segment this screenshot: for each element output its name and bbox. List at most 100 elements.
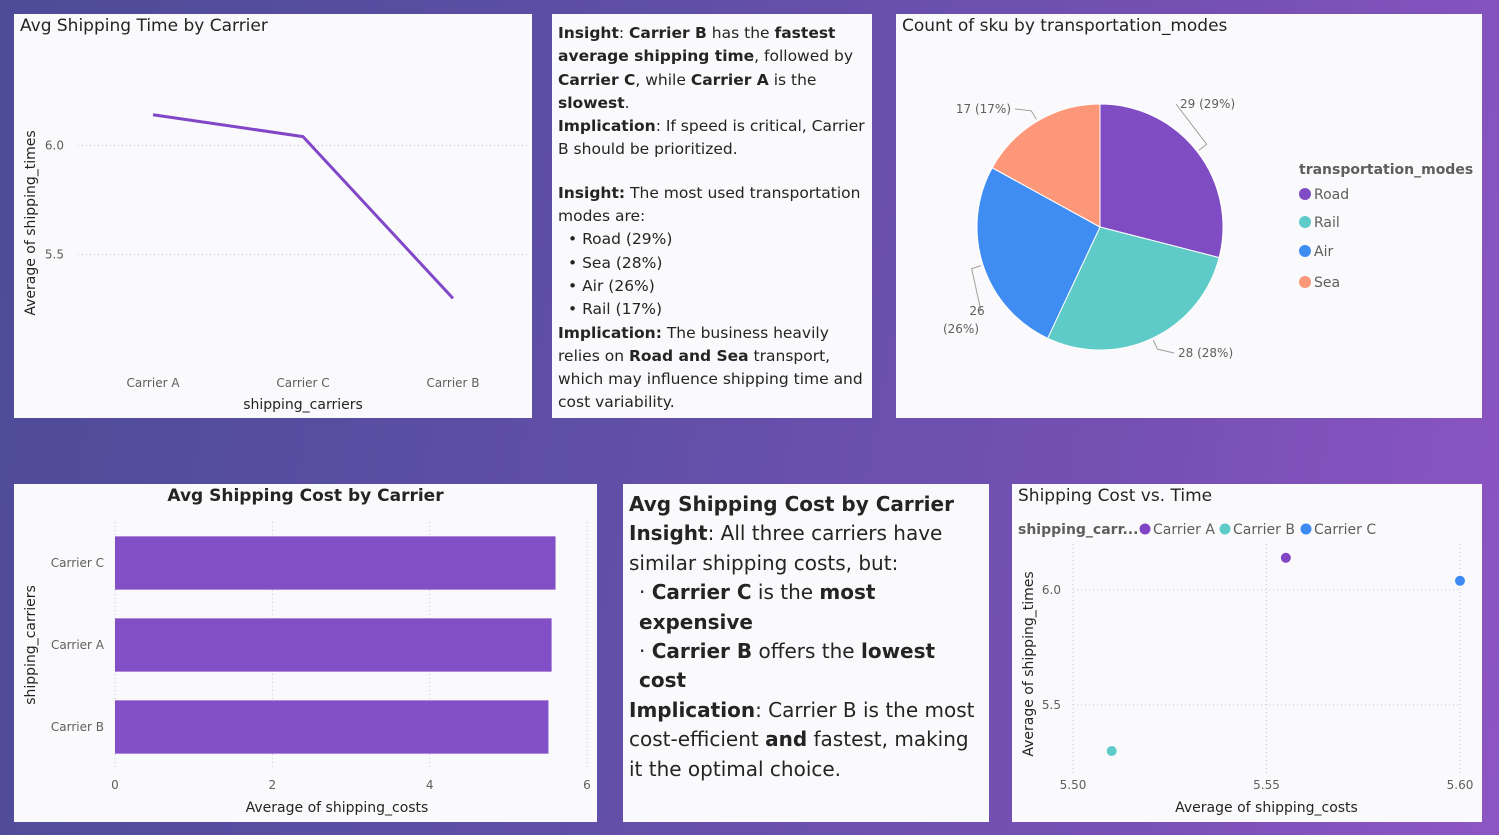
cost-bullet-most-expensive: · Carrier C is the most expensive [629, 578, 983, 637]
legend-marker-sea[interactable] [1299, 276, 1311, 288]
x-axis-title: shipping_carriers [243, 397, 363, 413]
y-axis-title: Average of shipping_times [1021, 571, 1037, 756]
scatter-chart-card[interactable]: Shipping Cost vs. Time 5.5 6.0 5.50 5.55 5.6… [1012, 484, 1482, 822]
mode-bullet: • Rail (17%) [568, 300, 663, 319]
legend-marker-road[interactable] [1299, 188, 1311, 200]
legend-label-sea[interactable]: Sea [1314, 275, 1340, 291]
leader-line [971, 265, 982, 312]
bold-run: lowest cost [639, 639, 936, 693]
bold-run: Implication [629, 697, 756, 722]
text-run: : If speed is critical, Carrier B should… [558, 117, 865, 159]
cost-insight-card: Avg Shipping Cost by Carrier Insight: Al… [623, 484, 989, 822]
pie-slice-road[interactable] [1099, 103, 1224, 259]
modes-bullet-list: • Road (29%) • Sea (28%) • Air (26%) • Rail… [558, 228, 866, 321]
legend-marker-carrier-b[interactable] [1219, 523, 1231, 535]
text-run: fastest, making it the optimal choice. [629, 727, 969, 781]
mode-bullet: • Sea (28%) [568, 253, 663, 272]
text-run: : Carrier B is the most cost-efficient [629, 697, 975, 752]
scatter-chart: 5.5 6.0 5.50 5.55 5.60 shipping_carr... Carrie… [1018, 522, 1473, 816]
mode-bullet: • Road (29%) [568, 230, 673, 249]
leader-line [1175, 103, 1208, 151]
legend-label-carrier-c[interactable]: Carrier C [1314, 522, 1376, 538]
scatter-point-carrier-c[interactable] [1455, 575, 1465, 586]
legend-label-air[interactable]: Air [1314, 244, 1333, 260]
bar-chart-title: Avg Shipping Cost by Carrier [167, 486, 444, 506]
legend-label-carrier-b[interactable]: Carrier B [1233, 522, 1295, 538]
cost-insight-title: Avg Shipping Cost by Carrier [629, 492, 954, 516]
leader-line [1152, 339, 1175, 354]
pie-data-label: 29 (29%) [1180, 97, 1235, 111]
y-tick-label: 5.5 [1042, 698, 1061, 712]
bold-run: and [765, 727, 808, 752]
x-axis-title: Average of shipping_costs [1175, 800, 1358, 816]
text-run: · [639, 639, 652, 664]
legend-label-rail[interactable]: Rail [1314, 215, 1340, 231]
bold-run: Carrier C [651, 580, 752, 605]
bold-run: Road and Sea [628, 346, 749, 365]
insight-text-card: Insight: Carrier B has the fastest avera… [552, 14, 872, 418]
scatter-legend-title: shipping_carr... [1018, 522, 1138, 538]
bar-chart-card[interactable]: Avg Shipping Cost by Carrier 0 2 4 6 Carrier… [14, 484, 597, 822]
scatter-point-carrier-a[interactable] [1280, 552, 1291, 563]
bar-chart: 0 2 4 6 Carrier C Carrier A Carrier B Average o… [23, 522, 591, 816]
y-axis-title: shipping_carriers [23, 585, 39, 705]
bold-run: Implication [558, 117, 656, 136]
scatter-chart-title: Shipping Cost vs. Time [1018, 486, 1213, 506]
text-run: The most used transportation modes are: [558, 183, 861, 226]
bold-run: fastest average shipping time [558, 24, 836, 66]
legend-marker-air[interactable] [1299, 245, 1311, 257]
pie-chart-card[interactable]: Count of sku by transportation_modes 29 … [896, 14, 1482, 418]
pie-data-label: 17 (17%) [956, 102, 1011, 116]
y-tick-label: Carrier A [51, 638, 105, 652]
text-run: is the [751, 580, 820, 605]
bold-run: Carrier C [558, 70, 636, 89]
legend-marker-rail[interactable] [1299, 216, 1311, 228]
legend-marker-carrier-a[interactable] [1139, 523, 1151, 535]
bold-run: Insight [629, 521, 708, 546]
text-run: · [639, 580, 652, 605]
bar-carrier-c[interactable] [115, 536, 556, 590]
x-tick-label: Carrier A [126, 376, 180, 390]
bold-run: Carrier A [690, 70, 769, 89]
text-run: transport, which may influence shipping … [558, 346, 863, 412]
legend-label-carrier-a[interactable]: Carrier A [1153, 522, 1215, 538]
pie-data-label: 26 [969, 304, 984, 318]
y-tick-label: Carrier C [51, 556, 104, 570]
pie-slice-rail[interactable] [1046, 226, 1220, 351]
bold-run: Carrier B [629, 24, 707, 42]
y-tick-label: 6.0 [1042, 583, 1061, 597]
bar-carrier-a[interactable] [115, 618, 552, 672]
line-series[interactable] [152, 113, 455, 300]
bold-run: most expensive [639, 580, 876, 634]
text-run: . [624, 93, 630, 112]
x-tick-label: 5.55 [1253, 778, 1280, 792]
text-run: , while [635, 70, 691, 89]
x-tick-label: 2 [269, 778, 277, 792]
insight-modes-text: Insight: The most used transportation mo… [558, 182, 866, 229]
legend-marker-carrier-c[interactable] [1300, 523, 1312, 535]
implication-speed-text: Implication: If speed is critical, Carri… [558, 115, 866, 162]
line-chart-card[interactable]: Avg Shipping Time by Carrier 5.5 6.0 Carri… [14, 14, 532, 418]
leader-line [1014, 108, 1037, 120]
pie-chart-title: Count of sku by transportation_modes [902, 16, 1228, 36]
pie-slice-sea[interactable] [991, 103, 1101, 228]
legend-label-road[interactable]: Road [1314, 187, 1349, 203]
cost-bullet-lowest: · Carrier B offers the lowest cost [629, 637, 983, 696]
text-run: The business heavily relies on [558, 323, 829, 365]
text-run: has the [706, 24, 775, 42]
y-axis-title: Average of shipping_times [23, 130, 39, 315]
text-run: is the [768, 70, 817, 89]
x-axis-title: Average of shipping_costs [246, 800, 429, 816]
y-tick-label: 5.5 [45, 248, 64, 262]
insight-speed-text: Insight: Carrier B has the fastest avera… [558, 22, 866, 115]
pie-legend-title: transportation_modes [1299, 162, 1473, 178]
bold-run: Implication: [558, 323, 662, 342]
x-tick-label: Carrier B [426, 376, 479, 390]
line-chart: 5.5 6.0 Carrier A Carrier C Carrier B shippin… [23, 113, 528, 413]
x-tick-label: Carrier C [276, 376, 329, 390]
y-tick-label: Carrier B [51, 720, 104, 734]
bar-carrier-b[interactable] [115, 700, 549, 754]
line-chart-title: Avg Shipping Time by Carrier [20, 16, 268, 36]
pie-data-label: 28 (28%) [1178, 346, 1233, 360]
scatter-point-carrier-b[interactable] [1106, 746, 1117, 756]
